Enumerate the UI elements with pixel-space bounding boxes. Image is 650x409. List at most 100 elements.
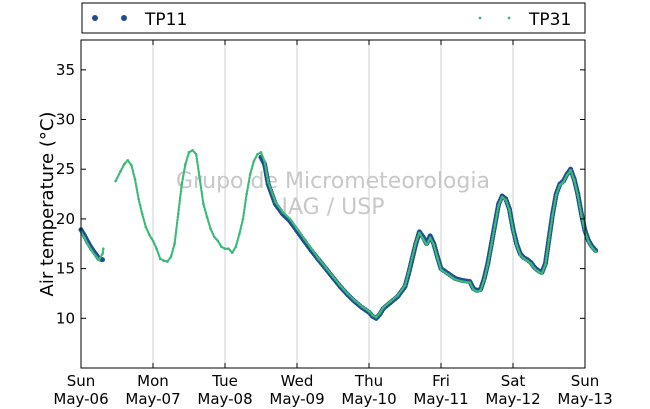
data-point — [540, 272, 544, 275]
data-point — [155, 247, 158, 250]
series-layer — [78, 149, 599, 321]
data-point — [378, 312, 382, 315]
data-point — [482, 278, 486, 281]
data-point — [252, 160, 256, 163]
y-tick-label: 25 — [56, 160, 75, 178]
data-point — [173, 242, 176, 246]
y-axis: 10 15 20 25 30 35 — [56, 61, 585, 327]
data-point — [486, 263, 490, 266]
data-point — [122, 162, 126, 166]
data-point — [144, 225, 148, 229]
data-point — [259, 151, 263, 154]
data-point — [565, 173, 569, 177]
data-point — [162, 259, 166, 263]
data-point — [90, 249, 94, 252]
data-point — [414, 241, 418, 245]
data-point — [436, 256, 439, 260]
data-point — [536, 270, 540, 273]
data-point — [590, 246, 594, 249]
legend-label-tp31: TP31 — [528, 10, 571, 30]
data-point — [114, 179, 117, 183]
data-point — [446, 273, 450, 276]
data-point — [238, 232, 241, 236]
data-point — [418, 231, 421, 235]
data-point — [220, 245, 223, 248]
plot-area: Grupo de Micrometeorologia IAG / USP — [78, 39, 599, 369]
data-point — [572, 178, 576, 182]
data-point — [554, 193, 558, 197]
data-point — [245, 192, 248, 196]
data-point — [205, 215, 209, 219]
data-point — [324, 266, 328, 269]
data-point — [493, 223, 497, 227]
data-point — [223, 247, 227, 250]
data-point — [374, 316, 378, 319]
data-point — [338, 284, 342, 287]
x-tick-label-date: May-09 — [269, 390, 324, 408]
data-point — [151, 239, 155, 243]
data-point — [83, 236, 86, 240]
y-axis-label: Air temperature (°C) — [37, 112, 58, 297]
x-tick-label-day: Tue — [211, 372, 238, 390]
data-point — [472, 288, 475, 291]
data-point — [248, 172, 252, 176]
data-point — [234, 245, 238, 248]
data-point — [479, 289, 482, 292]
data-point — [310, 247, 313, 250]
x-tick-label-date: May-06 — [53, 390, 108, 408]
data-point — [180, 182, 184, 186]
data-point — [580, 213, 583, 217]
data-point — [558, 183, 562, 187]
y-tick-label: 10 — [56, 309, 75, 327]
legend-marker-tp11 — [92, 15, 127, 21]
y-tick-label: 15 — [56, 260, 75, 278]
data-point — [407, 271, 410, 274]
data-point — [274, 200, 277, 204]
data-point — [533, 267, 536, 270]
x-tick-label-day: Thu — [354, 372, 383, 390]
legend-frame — [81, 2, 586, 34]
data-point — [97, 258, 101, 262]
data-point — [158, 257, 162, 261]
x-tick-label-date: May-11 — [413, 390, 468, 408]
data-point — [184, 162, 187, 166]
x-tick-label-day: Sat — [501, 372, 526, 390]
data-point — [101, 252, 104, 255]
data-point — [288, 217, 292, 221]
data-point — [209, 227, 212, 231]
data-point — [194, 153, 198, 156]
data-point — [230, 251, 234, 254]
data-point — [100, 257, 105, 263]
data-point — [425, 243, 428, 247]
data-point — [569, 168, 572, 172]
data-point — [504, 198, 508, 202]
data-point — [102, 247, 105, 250]
data-point — [137, 197, 140, 201]
data-point — [468, 281, 472, 284]
data-point — [454, 278, 457, 281]
data-point — [518, 253, 522, 256]
series-tp31 — [79, 149, 598, 319]
data-point — [562, 180, 565, 184]
x-tick-label-date: May-07 — [125, 390, 180, 408]
x-tick-label-day: Sun — [571, 372, 600, 390]
legend-marker-tp31 — [478, 16, 511, 20]
data-point — [511, 228, 515, 232]
data-point — [475, 290, 479, 293]
legend-label-tp11: TP11 — [144, 10, 187, 30]
x-tick-label-day: Wed — [281, 372, 314, 390]
data-point — [353, 299, 356, 302]
data-point — [497, 203, 500, 207]
data-point — [529, 262, 533, 265]
x-tick-label-date: May-10 — [341, 390, 396, 408]
legend-marker-tp11-dot — [92, 15, 98, 21]
data-point — [410, 256, 414, 260]
data-point — [490, 243, 493, 247]
data-point — [461, 280, 464, 283]
data-point — [94, 254, 97, 257]
data-point — [331, 275, 335, 278]
legend-marker-tp31-dot — [478, 16, 482, 20]
data-point — [544, 263, 547, 266]
data-point — [576, 193, 580, 197]
data-point — [428, 236, 432, 240]
